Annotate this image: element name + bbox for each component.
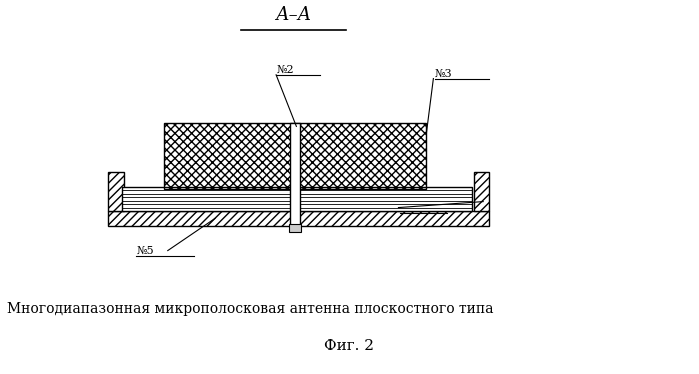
Text: №3: №3 <box>435 68 452 79</box>
Bar <box>474 172 489 211</box>
Text: №5: №5 <box>136 246 154 256</box>
Text: Многодиапазонная микрополосковая антенна плоскостного типа: Многодиапазонная микрополосковая антенна… <box>7 301 493 316</box>
Bar <box>122 187 472 211</box>
Bar <box>108 172 124 211</box>
Text: №2: №2 <box>276 65 294 75</box>
Bar <box>164 123 426 189</box>
Bar <box>290 123 300 226</box>
Text: А–А: А–А <box>275 6 312 24</box>
Bar <box>108 211 489 226</box>
Text: №4: №4 <box>400 203 417 213</box>
Bar <box>289 224 301 232</box>
Bar <box>122 187 472 211</box>
Text: Фиг. 2: Фиг. 2 <box>324 339 375 353</box>
